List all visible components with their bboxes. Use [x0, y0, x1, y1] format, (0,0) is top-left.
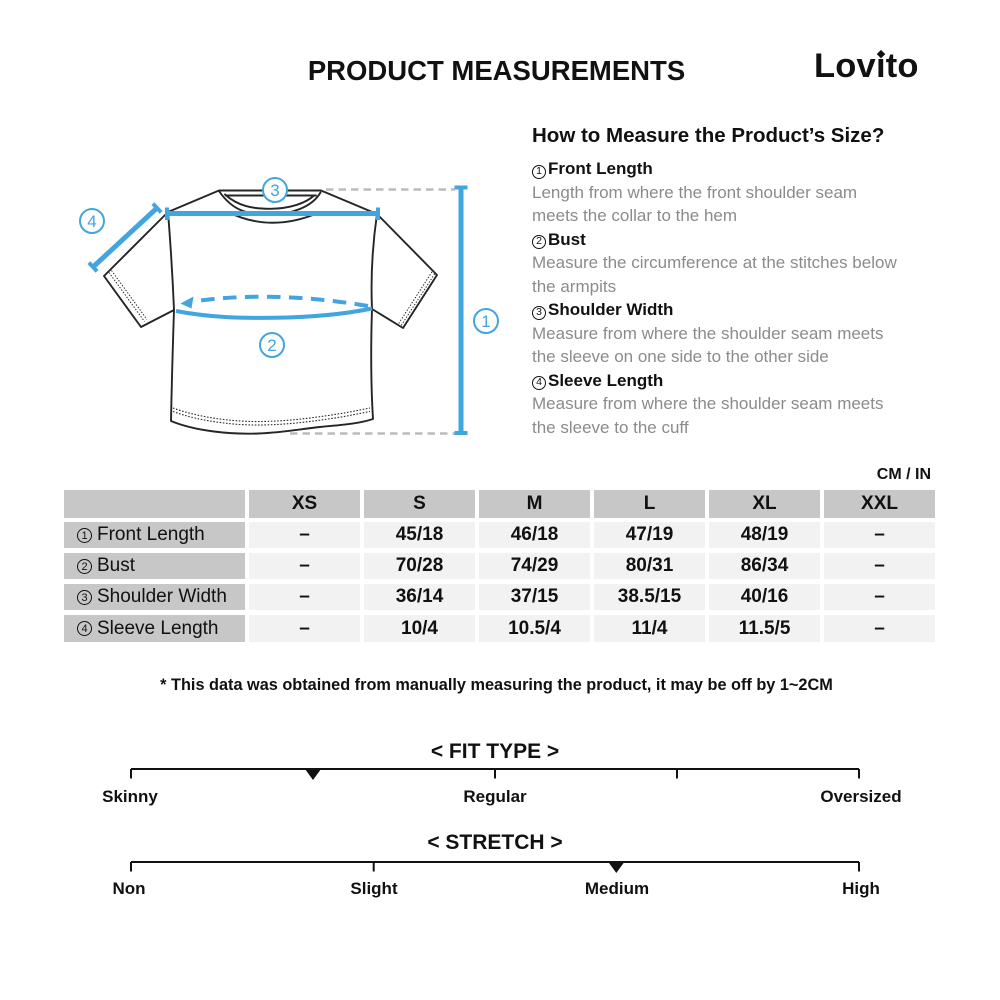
svg-text:Skinny: Skinny	[102, 787, 158, 806]
svg-text:High: High	[842, 879, 880, 898]
svg-text:Slight: Slight	[350, 879, 398, 898]
svg-text:Medium: Medium	[585, 879, 649, 898]
svg-text:Non: Non	[112, 879, 145, 898]
svg-text:Oversized: Oversized	[820, 787, 901, 806]
svg-text:< FIT TYPE >: < FIT TYPE >	[431, 740, 559, 763]
svg-text:1: 1	[481, 312, 490, 331]
svg-text:3: 3	[270, 181, 279, 200]
svg-text:2: 2	[267, 336, 276, 355]
svg-text:< STRETCH >: < STRETCH >	[427, 831, 562, 854]
svg-text:Regular: Regular	[463, 787, 527, 806]
svg-text:4: 4	[87, 212, 96, 231]
